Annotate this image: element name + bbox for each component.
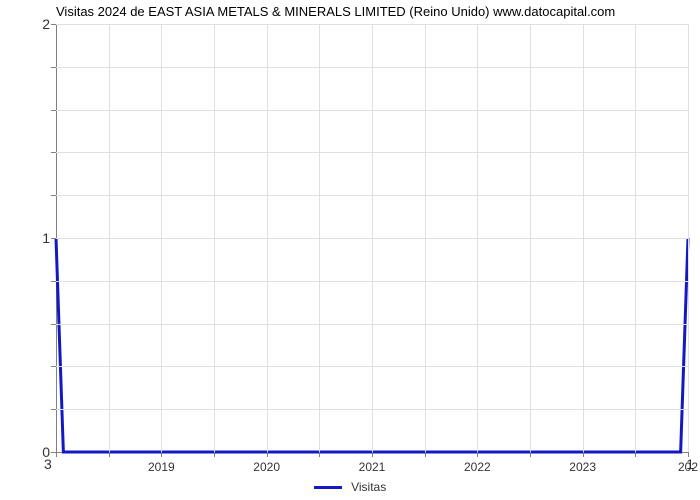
gridline-horizontal (56, 67, 688, 68)
gridline-horizontal (56, 366, 688, 367)
y-tick-mark (51, 238, 56, 239)
plot-area (56, 24, 688, 452)
x-tick-label: 2019 (148, 460, 175, 474)
y-tick-mark (51, 24, 56, 25)
gridline-horizontal (56, 152, 688, 153)
gridline-horizontal (56, 281, 688, 282)
gridline-horizontal (56, 24, 688, 25)
y-tick-label: 1 (42, 230, 50, 246)
chart-title: Visitas 2024 de EAST ASIA METALS & MINER… (56, 4, 615, 19)
y-minor-tick-mark (51, 281, 56, 282)
x-tick-mark (267, 452, 268, 457)
x-tick-mark (688, 452, 689, 457)
x-tick-label: 2020 (253, 460, 280, 474)
y-minor-tick-mark (51, 110, 56, 111)
x-tick-mark (161, 452, 162, 457)
legend-swatch (314, 486, 342, 489)
y-minor-tick-mark (51, 195, 56, 196)
gridline-horizontal (56, 409, 688, 410)
gridline-vertical (688, 24, 689, 452)
x-tick-mark (214, 452, 215, 457)
y-minor-tick-mark (51, 409, 56, 410)
x-tick-mark (583, 452, 584, 457)
x-tick-mark (477, 452, 478, 457)
legend: Visitas (0, 480, 700, 494)
x-tick-label: 2023 (569, 460, 596, 474)
gridline-horizontal (56, 324, 688, 325)
x-tick-mark (109, 452, 110, 457)
y-minor-tick-mark (51, 366, 56, 367)
y-minor-tick-mark (51, 152, 56, 153)
gridline-horizontal (56, 110, 688, 111)
y-minor-tick-mark (51, 324, 56, 325)
legend-label: Visitas (351, 480, 386, 494)
x-tick-mark (635, 452, 636, 457)
x-tick-mark (530, 452, 531, 457)
chart-container: Visitas 2024 de EAST ASIA METALS & MINER… (0, 0, 700, 500)
x-tick-label-right-edge: 202 (678, 460, 698, 474)
x-tick-mark (319, 452, 320, 457)
x-tick-mark (425, 452, 426, 457)
x-tick-mark (56, 452, 57, 457)
y-tick-label: 2 (42, 16, 50, 32)
gridline-horizontal (56, 195, 688, 196)
gridline-horizontal (56, 238, 688, 239)
y-minor-tick-mark (51, 67, 56, 68)
x-tick-label: 2022 (464, 460, 491, 474)
y-tick-label: 0 (42, 444, 50, 460)
x-tick-label: 2021 (359, 460, 386, 474)
x-tick-mark (372, 452, 373, 457)
